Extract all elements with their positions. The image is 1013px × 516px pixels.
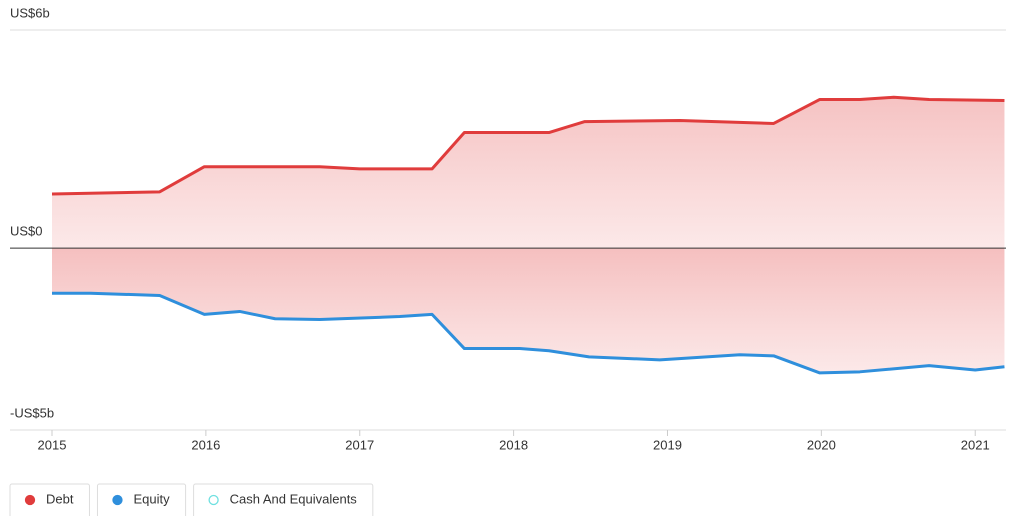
legend-box — [9, 483, 90, 516]
legend-label: Cash And Equivalents — [230, 491, 358, 506]
line — [51, 95, 1005, 196]
x-tick-label: 2018 — [499, 437, 528, 452]
y-tick-label: -US$5b — [10, 405, 54, 420]
area — [52, 248, 1005, 373]
x-tick-label: 2020 — [807, 437, 836, 452]
area — [52, 97, 1005, 249]
y-tick-label: US$0 — [10, 224, 43, 239]
legend-marker — [24, 494, 36, 506]
legend-item[interactable]: Equity — [96, 483, 187, 516]
x-tick-label: 2017 — [345, 437, 374, 452]
y-tick-label: US$6b — [10, 5, 50, 20]
legend-item[interactable]: Cash And Equivalents — [193, 483, 374, 516]
legend-marker — [208, 494, 219, 506]
line — [52, 291, 1005, 375]
legend-marker — [112, 494, 123, 506]
x-tick-label: 2021 — [961, 437, 990, 452]
x-tick-label: 2016 — [191, 437, 220, 452]
legend-box — [96, 483, 187, 516]
legend-item[interactable]: Debt — [9, 483, 90, 516]
legend-box — [193, 483, 374, 516]
x-tick-label: 2015 — [38, 437, 67, 452]
x-tick-label: 2019 — [653, 437, 682, 452]
legend-label: Equity — [133, 491, 170, 506]
legend-label: Debt — [46, 491, 74, 506]
